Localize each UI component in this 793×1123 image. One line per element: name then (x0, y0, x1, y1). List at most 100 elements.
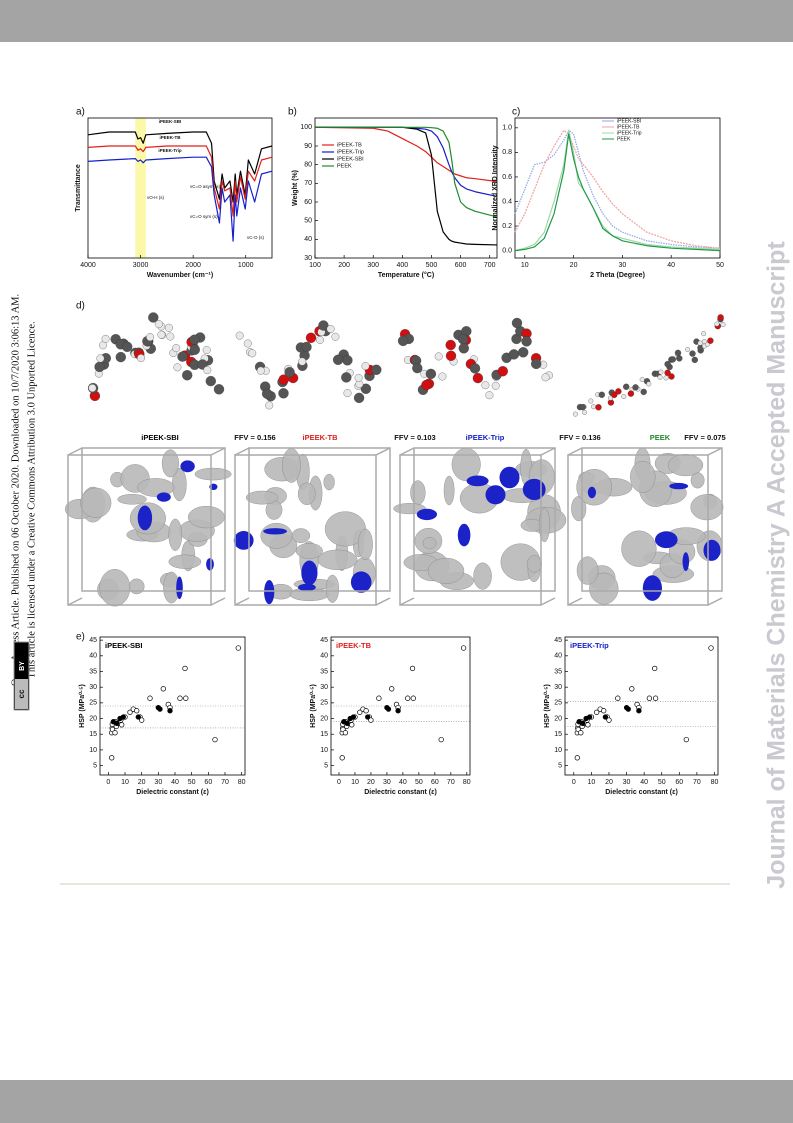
legend-label: iPEEK-Trip (617, 130, 642, 136)
x-tick-label: 50 (716, 262, 724, 269)
y-tick-label: 0.6 (502, 174, 512, 181)
void-blue (350, 571, 372, 593)
y-tick-label: 40 (304, 236, 312, 243)
data-point (586, 714, 593, 720)
atom (720, 322, 726, 328)
atom (657, 374, 663, 380)
data-point (127, 709, 133, 715)
atom (591, 404, 596, 410)
atom (508, 349, 520, 360)
x-tick-label: 40 (667, 262, 675, 269)
box-edge (567, 447, 583, 456)
void-blue (156, 492, 171, 502)
x-tick-label: 70 (221, 779, 229, 786)
box-edge (210, 597, 226, 606)
void-blue (499, 466, 520, 489)
void-blue (587, 486, 597, 499)
badge-left (15, 679, 28, 709)
void-blue (669, 482, 689, 490)
x-tick-label: 30 (154, 779, 162, 786)
panel-label: e) (76, 632, 85, 643)
y-tick-label: 20 (554, 715, 562, 722)
data-point (235, 645, 241, 651)
x-tick-label: 10 (521, 262, 529, 269)
x-tick-label: 50 (188, 779, 196, 786)
x-tick-label: 80 (711, 779, 719, 786)
atom (608, 395, 613, 401)
atom (361, 362, 370, 371)
x-tick-label: 10 (121, 779, 129, 786)
data-point (683, 736, 689, 743)
atom (172, 344, 181, 353)
void-gray (538, 507, 550, 543)
x-tick-label: 400 (397, 262, 409, 269)
series-line (87, 145, 273, 217)
atom (265, 401, 274, 410)
y-tick-label: 5 (93, 762, 97, 769)
data-point (157, 706, 163, 712)
void-blue (298, 583, 316, 592)
atom (458, 343, 469, 354)
data-point (578, 730, 584, 736)
atom (148, 312, 159, 323)
x-axis-label: 2 Theta (Degree) (590, 272, 645, 279)
data-point (365, 714, 371, 720)
atom (166, 332, 175, 341)
x-tick-label: 100 (309, 262, 321, 269)
atom (213, 384, 225, 395)
ffv-value: FFV = 0.136 (559, 433, 600, 442)
molecule (572, 314, 726, 417)
void-blue (233, 531, 254, 550)
x-tick-label: 80 (238, 779, 246, 786)
x-tick-label: 0 (337, 779, 341, 786)
plot-frame (514, 117, 721, 259)
atom (701, 339, 707, 344)
data-point (389, 686, 395, 692)
y-tick-label: 90 (304, 143, 312, 150)
atom (412, 362, 423, 374)
atom (331, 332, 340, 341)
data-point (606, 717, 612, 723)
x-tick-label: 50 (415, 779, 423, 786)
y-axis-label: HSP (MPa⁰·⁵) (543, 684, 551, 728)
atom (663, 375, 669, 381)
data-point (574, 755, 580, 761)
x-axis-label: Temperature (°C) (378, 271, 434, 279)
box-front (399, 454, 542, 606)
data-point (212, 736, 218, 743)
x-tick-label: 50 (658, 779, 666, 786)
legend-label: iPEEK-SBI (617, 118, 641, 124)
sidebar-line2: This article is licensed under a Creativ… (26, 321, 37, 678)
atom (284, 367, 295, 378)
void-gray (427, 557, 465, 584)
atom (326, 325, 335, 333)
atom (497, 366, 508, 377)
atom (203, 366, 212, 375)
panel-label: b) (288, 107, 297, 118)
box-edge (540, 597, 556, 606)
y-tick-label: 35 (320, 668, 328, 675)
free-volume-box (567, 447, 724, 606)
y-tick-label: 30 (304, 255, 312, 262)
annotation: νC-O (s) (247, 235, 264, 240)
atom (669, 356, 676, 363)
data-point (357, 709, 363, 715)
series-line (87, 156, 273, 242)
x-tick-label: 60 (431, 779, 439, 786)
data-point (135, 714, 141, 720)
x-tick-label: 600 (455, 262, 467, 269)
void-gray (117, 494, 147, 505)
data-point (182, 665, 188, 672)
panel-e: e)0 10 20 30 40 50 60 70 8051015202530354045Diel… (76, 632, 718, 796)
box-back (248, 447, 391, 592)
atom (305, 332, 317, 343)
atom (122, 341, 133, 352)
y-tick-label: 40 (554, 653, 562, 660)
data-point (438, 736, 444, 743)
void-gray (630, 460, 656, 493)
data-point (652, 695, 659, 701)
atom (94, 361, 105, 373)
x-axis-label: Wavenumber (cm⁻¹) (147, 272, 213, 279)
series-line (514, 133, 721, 252)
